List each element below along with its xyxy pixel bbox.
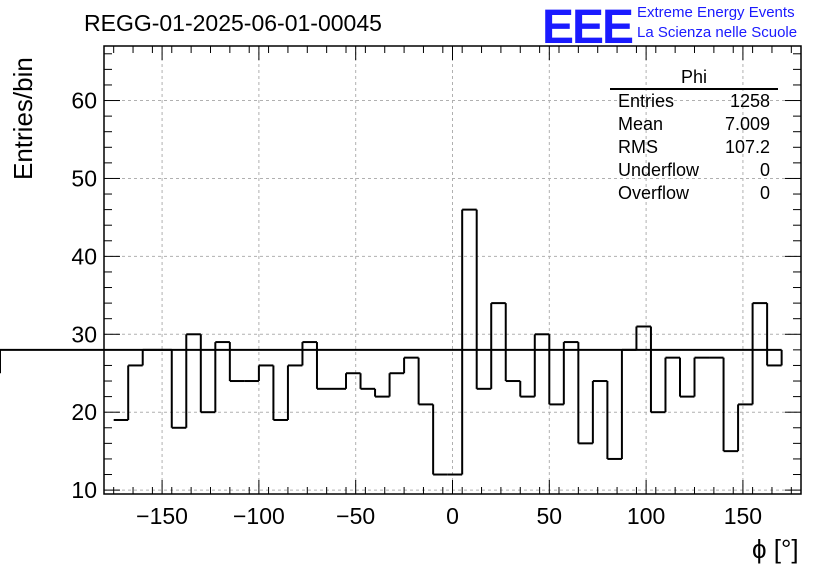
x-tick-label: −150 bbox=[136, 503, 188, 529]
stats-label: RMS bbox=[618, 137, 658, 157]
stats-value: 7.009 bbox=[724, 114, 770, 134]
y-tick-label: 30 bbox=[71, 321, 97, 347]
x-axis-label: ϕ [°] bbox=[752, 534, 799, 564]
logo-subtitle-line1: Extreme Energy Events bbox=[637, 4, 795, 21]
x-tick-label: −50 bbox=[336, 503, 375, 529]
plot-title: REGG-01-2025-06-01-00045 bbox=[84, 10, 382, 36]
axis-ticks bbox=[104, 46, 801, 494]
x-tick-label: 50 bbox=[537, 503, 563, 529]
y-tick-label: 60 bbox=[71, 88, 97, 114]
stats-value: 107.2 bbox=[724, 137, 770, 157]
eee-logo: EEE bbox=[542, 1, 634, 54]
stats-value: 0 bbox=[759, 183, 770, 203]
x-tick-label: 100 bbox=[627, 503, 665, 529]
y-tick-label: 40 bbox=[71, 243, 97, 269]
stats-row-overflow: Overflow 0 bbox=[610, 182, 778, 205]
stats-label: Entries bbox=[618, 91, 675, 111]
y-axis-label: Entries/bin bbox=[8, 57, 38, 180]
stats-row-rms: RMS 107.2 bbox=[610, 136, 778, 159]
stats-label: Overflow bbox=[618, 183, 690, 203]
x-tick-label: 150 bbox=[724, 503, 762, 529]
axis-tick-labels: −150 −100 −50 0 50 100 150 10 20 30 40 50 60 bbox=[71, 88, 762, 529]
stats-title: Phi bbox=[610, 66, 778, 90]
stats-label: Underflow bbox=[618, 160, 700, 180]
y-tick-label: 20 bbox=[71, 399, 97, 425]
stats-value: 1258 bbox=[729, 91, 770, 111]
stats-label: Mean bbox=[618, 114, 664, 134]
stats-row-mean: Mean 7.009 bbox=[610, 113, 778, 136]
stats-value: 0 bbox=[759, 160, 770, 180]
logo-subtitle-line2: La Scienza nelle Scuole bbox=[637, 24, 798, 41]
stats-row-entries: Entries 1258 bbox=[610, 90, 778, 113]
stats-box: Phi Entries 1258 Mean 7.009 RMS 107.2 Un… bbox=[610, 66, 778, 205]
y-tick-label: 50 bbox=[71, 165, 97, 191]
x-tick-label: 0 bbox=[446, 503, 459, 529]
histogram-series bbox=[0, 208, 783, 476]
stats-row-underflow: Underflow 0 bbox=[610, 159, 778, 182]
y-tick-label: 10 bbox=[71, 477, 97, 503]
x-tick-label: −100 bbox=[233, 503, 285, 529]
grid-lines bbox=[104, 46, 801, 494]
